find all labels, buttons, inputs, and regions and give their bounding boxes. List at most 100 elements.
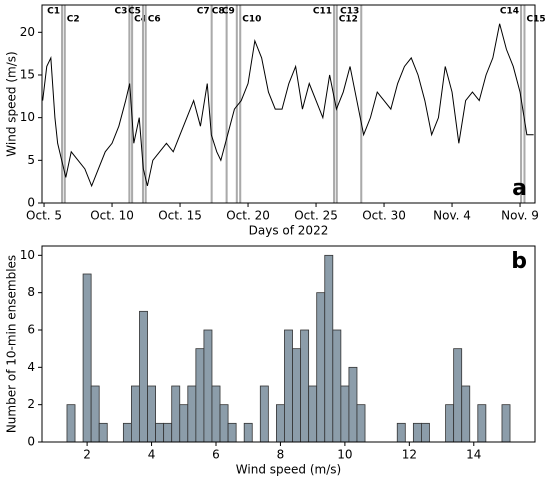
- histogram-bar: [131, 385, 140, 443]
- x-tick-label: 6: [212, 448, 220, 462]
- histogram-bar: [421, 422, 430, 443]
- x-tick-label: Nov. 9: [501, 209, 539, 223]
- histogram-bar: [155, 422, 165, 443]
- y-tick-label: 4: [27, 360, 35, 374]
- histogram-bar: [66, 404, 76, 443]
- event-band: [128, 5, 131, 203]
- y-tick-label: 5: [27, 153, 35, 167]
- histogram-bar: [187, 385, 197, 443]
- event-band: [520, 5, 523, 203]
- histogram-bar: [203, 329, 213, 443]
- x-tick-label: 4: [148, 448, 156, 462]
- x-tick-label: 14: [466, 448, 481, 462]
- event-band: [239, 5, 242, 203]
- y-tick-label: 6: [27, 323, 35, 337]
- histogram-bar: [324, 254, 334, 443]
- x-axis-label: Days of 2022: [249, 224, 329, 238]
- y-tick-label: 8: [27, 285, 35, 299]
- y-axis-label: Number of 10-min ensembles: [5, 255, 19, 433]
- histogram-bar: [348, 366, 358, 443]
- histogram-bar: [195, 348, 205, 443]
- event-band: [333, 5, 336, 203]
- event-label: C4: [134, 15, 147, 25]
- event-label: C3: [114, 7, 127, 17]
- histogram-bar: [147, 385, 156, 443]
- histogram-bar: [179, 404, 189, 443]
- y-tick-label: 15: [20, 67, 35, 81]
- histogram-bar: [477, 404, 487, 443]
- histogram-bar: [163, 422, 173, 443]
- x-tick-label: Oct. 15: [158, 209, 202, 223]
- histogram-bar: [227, 422, 237, 443]
- histogram-bar: [243, 422, 253, 443]
- histogram-bar: [211, 385, 221, 443]
- histogram-bar: [396, 422, 406, 443]
- panel-label: a: [512, 176, 527, 201]
- plot-frame: [41, 4, 536, 204]
- event-band: [523, 5, 526, 203]
- wind-line: [42, 23, 534, 188]
- histogram-bar: [90, 385, 100, 443]
- histogram-bar: [445, 404, 455, 443]
- histogram-bar: [356, 404, 366, 443]
- histogram-bar: [82, 273, 92, 443]
- histogram-bar: [219, 404, 229, 443]
- histogram-bar: [340, 385, 350, 443]
- y-tick-label: 2: [27, 397, 35, 411]
- event-label: C14: [500, 7, 519, 17]
- x-tick-label: 2: [83, 448, 91, 462]
- histogram-bar: [276, 404, 285, 443]
- histogram-bar: [461, 385, 471, 443]
- y-axis-label: Wind speed (m/s): [5, 51, 19, 156]
- x-tick-label: Oct. 5: [26, 209, 62, 223]
- event-label: C5: [128, 7, 141, 17]
- panel-label: b: [511, 249, 527, 274]
- event-band: [360, 5, 363, 203]
- event-band: [144, 5, 147, 203]
- event-label: C13: [340, 7, 359, 17]
- x-tick-label: Oct. 10: [90, 209, 134, 223]
- histogram-bar: [292, 348, 301, 443]
- histogram-bar: [259, 385, 269, 443]
- event-band: [63, 5, 66, 203]
- histogram-bar: [98, 422, 108, 443]
- x-tick-label: 12: [402, 448, 417, 462]
- event-label: C10: [242, 15, 261, 25]
- histogram-bar: [412, 422, 422, 443]
- histogram-bar: [453, 348, 463, 443]
- event-label: C15: [526, 15, 545, 25]
- y-tick-label: 10: [20, 248, 35, 262]
- histogram-bar: [139, 310, 148, 443]
- histogram-bar: [122, 422, 132, 443]
- plot-frame: [41, 245, 536, 443]
- x-tick-label: 8: [277, 448, 285, 462]
- event-label: C1: [47, 7, 60, 17]
- x-axis-label: Wind speed (m/s): [236, 463, 341, 477]
- event-label: C7: [197, 7, 210, 17]
- x-tick-label: 10: [337, 448, 352, 462]
- histogram-bar: [316, 292, 326, 443]
- event-label: C11: [313, 7, 332, 17]
- x-tick-label: Nov. 4: [433, 209, 471, 223]
- histogram-bar: [300, 329, 310, 443]
- histogram-bar: [501, 404, 511, 443]
- event-label: C2: [67, 15, 80, 25]
- event-band: [141, 5, 144, 203]
- event-band: [335, 5, 338, 203]
- y-tick-label: 0: [27, 435, 35, 449]
- histogram-bar: [332, 329, 342, 443]
- x-tick-label: Oct. 25: [294, 209, 338, 223]
- event-band: [235, 5, 238, 203]
- event-label: C12: [339, 15, 358, 25]
- y-tick-label: 10: [20, 110, 35, 124]
- y-tick-label: 0: [27, 196, 35, 210]
- event-band: [61, 5, 64, 203]
- event-band: [210, 5, 213, 203]
- histogram-bar: [284, 329, 293, 443]
- event-label: C6: [148, 15, 161, 25]
- histogram-bar: [308, 385, 318, 443]
- event-band: [131, 5, 134, 203]
- y-tick-label: 20: [20, 25, 35, 39]
